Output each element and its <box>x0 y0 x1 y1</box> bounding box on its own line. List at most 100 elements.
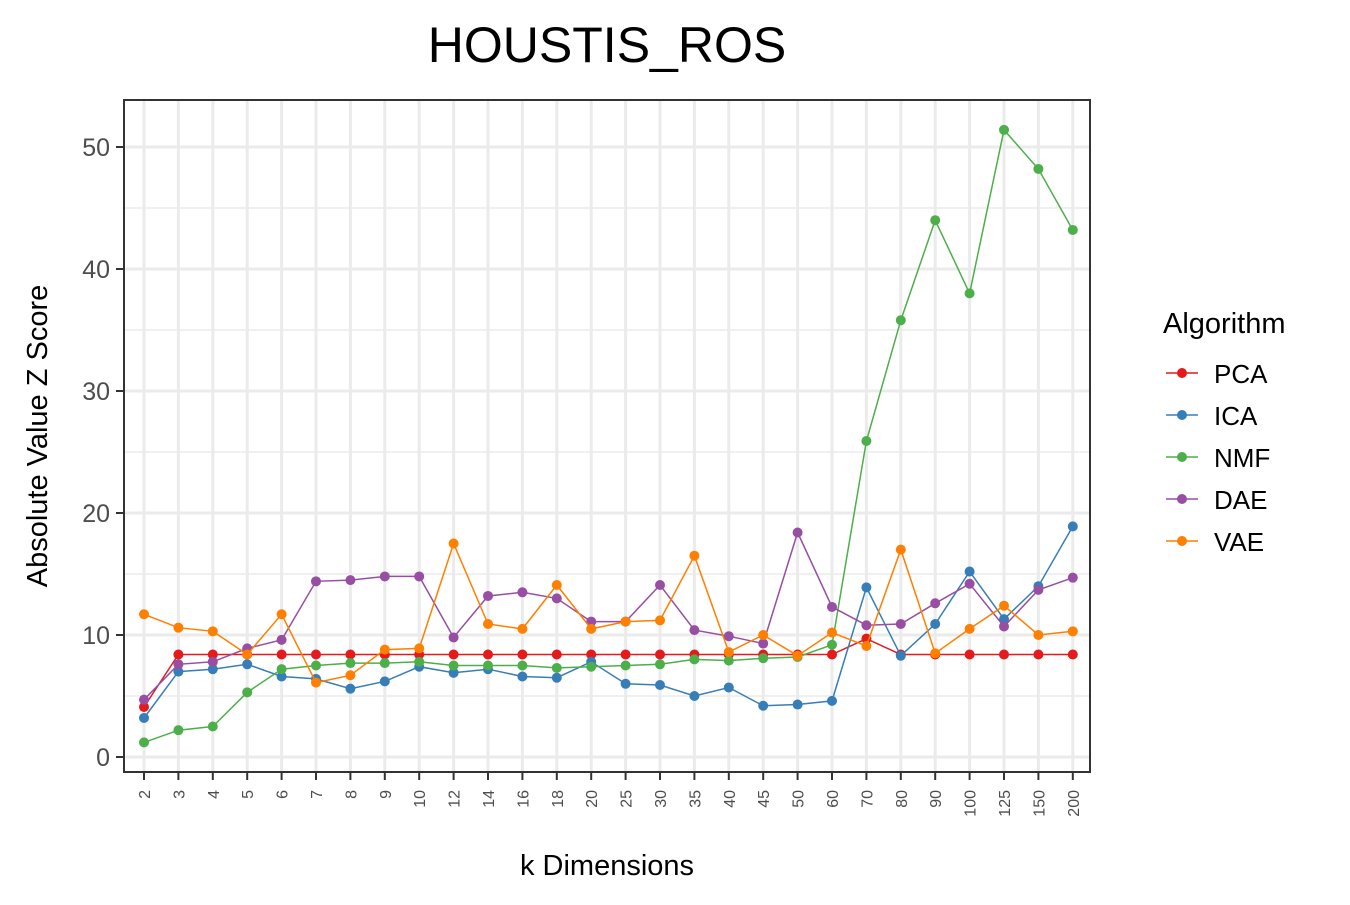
data-point-pca <box>999 649 1009 660</box>
data-point-nmf <box>895 315 906 326</box>
x-tick-label: 90 <box>928 790 945 808</box>
data-point-nmf <box>999 124 1009 135</box>
y-tick-label: 50 <box>82 134 110 162</box>
data-point-vae <box>655 615 665 626</box>
data-point-vae <box>414 643 425 654</box>
data-point-nmf <box>930 215 941 226</box>
x-tick-label: 45 <box>756 790 773 808</box>
data-point-nmf <box>1067 224 1078 235</box>
x-tick-label: 100 <box>963 790 980 817</box>
data-point-dae <box>173 659 184 670</box>
data-point-pca <box>448 649 459 660</box>
data-point-dae <box>1033 584 1044 595</box>
data-point-nmf <box>173 725 184 736</box>
x-tick-label: 8 <box>343 790 360 799</box>
data-point-pca <box>1033 649 1044 660</box>
data-point-nmf <box>517 660 528 671</box>
legend-label: PCA <box>1214 359 1268 389</box>
series-nmf <box>139 124 1078 748</box>
data-point-vae <box>379 644 390 655</box>
legend-key-point <box>1177 368 1187 378</box>
data-point-dae <box>758 638 769 649</box>
data-point-vae <box>551 579 562 590</box>
data-point-vae <box>792 650 803 661</box>
legend-key-point <box>1177 452 1187 462</box>
series-line-pca <box>143 637 1073 708</box>
data-point-dae <box>345 575 356 586</box>
legend-key-point <box>1177 536 1187 546</box>
data-point-dae <box>930 598 941 609</box>
series-vae <box>139 538 1078 688</box>
legend-label: VAE <box>1214 527 1264 557</box>
data-point-vae <box>964 623 975 634</box>
legend-key-point <box>1177 494 1187 504</box>
data-point-vae <box>827 627 837 638</box>
data-point-nmf <box>620 660 631 671</box>
series-ica <box>139 521 1078 723</box>
data-point-nmf <box>861 436 872 447</box>
plot-background <box>124 100 1090 772</box>
data-point-dae <box>483 590 493 601</box>
data-point-vae <box>139 609 149 620</box>
x-tick-label: 35 <box>687 790 704 808</box>
data-point-ica <box>448 667 459 678</box>
data-point-vae <box>448 538 459 549</box>
data-point-pca <box>586 649 597 660</box>
data-point-ica <box>895 650 906 661</box>
data-point-nmf <box>276 664 287 675</box>
x-tick-label: 16 <box>515 790 532 808</box>
data-point-nmf <box>379 658 390 669</box>
data-point-vae <box>620 616 631 627</box>
x-tick-label: 18 <box>550 790 567 808</box>
data-point-pca <box>551 649 562 660</box>
x-tick-label: 40 <box>722 790 739 808</box>
data-point-ica <box>379 676 390 687</box>
x-tick-label: 60 <box>825 790 842 808</box>
data-point-vae <box>483 619 493 630</box>
y-tick-label: 0 <box>96 744 110 772</box>
x-tick-label: 7 <box>309 790 326 799</box>
x-tick-label: 6 <box>275 790 292 799</box>
data-point-dae <box>517 587 528 598</box>
data-point-nmf <box>586 661 597 672</box>
data-point-vae <box>586 623 597 634</box>
data-point-vae <box>517 623 528 634</box>
data-point-vae <box>758 630 769 640</box>
data-point-dae <box>586 616 597 627</box>
data-point-ica <box>139 712 149 723</box>
data-point-ica <box>930 619 941 630</box>
data-point-dae <box>379 571 390 582</box>
data-point-ica <box>792 699 803 710</box>
data-point-nmf <box>655 659 665 670</box>
x-tick-label: 200 <box>1066 790 1083 817</box>
data-point-nmf <box>448 660 459 671</box>
data-point-ica <box>758 700 769 711</box>
data-point-nmf <box>551 662 562 673</box>
data-point-ica <box>999 614 1009 625</box>
data-point-dae <box>964 578 975 589</box>
data-point-dae <box>895 619 906 630</box>
legend-key-point <box>1177 410 1187 420</box>
data-point-vae <box>999 600 1009 611</box>
data-point-ica <box>276 671 287 682</box>
x-tick-label: 9 <box>378 790 395 799</box>
x-tick-label: 3 <box>171 790 188 799</box>
data-point-dae <box>689 625 700 636</box>
data-point-ica <box>964 566 975 577</box>
data-point-pca <box>827 649 837 660</box>
data-point-dae <box>792 527 803 538</box>
data-point-ica <box>827 695 837 706</box>
data-point-ica <box>655 680 665 691</box>
x-tick-label: 25 <box>619 790 636 808</box>
data-point-nmf <box>311 660 321 671</box>
plot-panel <box>124 100 1090 772</box>
data-point-nmf <box>345 658 356 669</box>
legend-label: NMF <box>1214 443 1270 473</box>
data-point-vae <box>311 677 321 688</box>
series-line-dae <box>143 530 1074 701</box>
data-point-dae <box>655 579 665 590</box>
x-tick-label: 20 <box>584 790 601 808</box>
data-point-dae <box>139 694 149 705</box>
data-point-dae <box>207 656 218 667</box>
